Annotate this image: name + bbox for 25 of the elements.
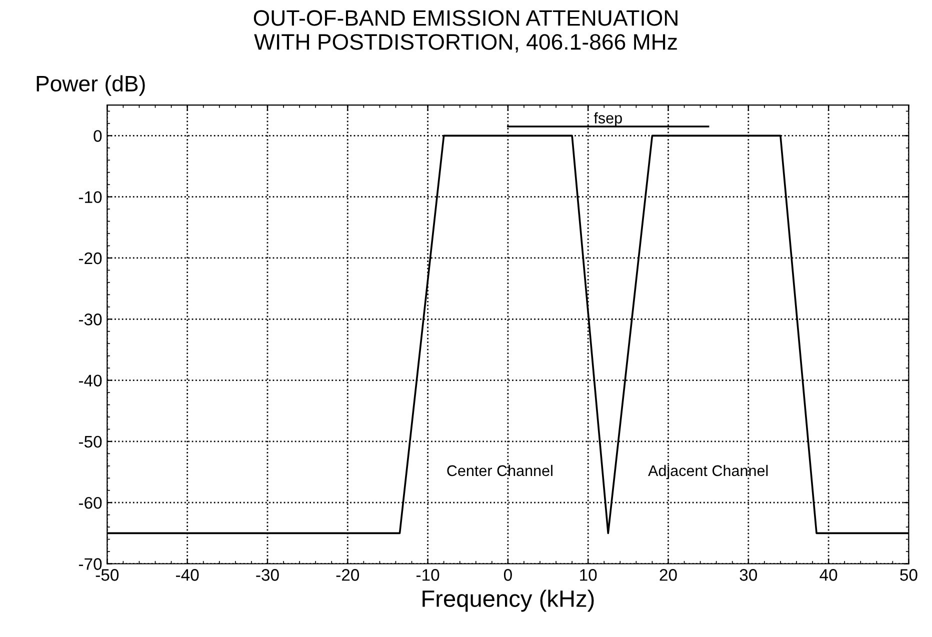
x-tick-label: 10 bbox=[580, 569, 597, 581]
annotation: Center Channel bbox=[447, 464, 552, 476]
y-tick-label: -70 bbox=[78, 558, 102, 570]
x-tick-label: -20 bbox=[336, 569, 360, 581]
x-tick-label: -40 bbox=[176, 569, 199, 581]
x-tick-label: 40 bbox=[820, 569, 838, 581]
y-tick-label: -10 bbox=[78, 191, 102, 204]
x-tick-label: 20 bbox=[660, 569, 677, 581]
chart-title: OUT-OF-BAND EMISSION ATTENUATION WITH POSTDISTORTION, 406.1-866 MHz bbox=[254, 10, 678, 52]
y-tick-label: -20 bbox=[78, 252, 102, 264]
y-axis-title: Power (dB) bbox=[36, 75, 145, 96]
y-tick-label: -50 bbox=[78, 436, 102, 448]
y-tick-label: -60 bbox=[78, 496, 102, 509]
y-tick-label: -40 bbox=[78, 374, 102, 386]
x-tick-label: -30 bbox=[256, 569, 279, 581]
x-tick-label: -50 bbox=[96, 569, 119, 581]
x-tick-label: -10 bbox=[416, 569, 440, 581]
annotation: Adjacent Channel bbox=[648, 464, 768, 480]
annotation: fsep bbox=[594, 112, 622, 127]
x-tick-label: 0 bbox=[504, 569, 512, 581]
x-axis-title: Frequency (kHz) bbox=[422, 590, 594, 612]
x-tick-label: 30 bbox=[740, 569, 758, 581]
x-tick-label: 50 bbox=[900, 569, 918, 581]
y-tick-label: 0 bbox=[94, 130, 102, 142]
y-tick-label: -30 bbox=[78, 314, 102, 326]
